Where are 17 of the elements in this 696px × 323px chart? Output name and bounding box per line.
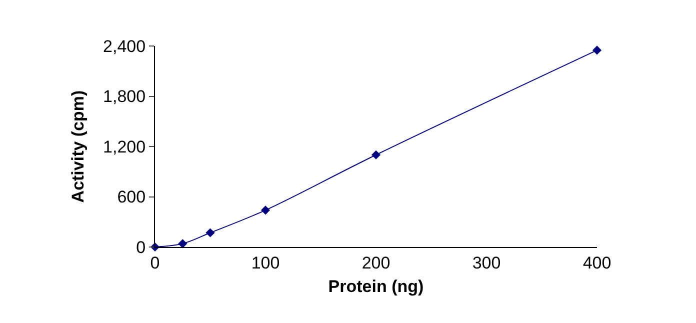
point [260, 206, 270, 215]
point [592, 46, 602, 55]
y-axis-title: Activity (cpm) [68, 90, 88, 203]
y-tick-label: 0 [136, 238, 146, 257]
point [371, 150, 381, 160]
x-tick-label: 400 [582, 253, 612, 272]
x-tick-label: 200 [362, 253, 390, 272]
point [206, 228, 215, 238]
y-tick-label: 2,400 [103, 36, 146, 56]
y-tick-label: 1,800 [103, 87, 146, 106]
y-tick-label: 1,200 [103, 137, 146, 156]
x-tick-label: 0 [150, 253, 160, 272]
x-tick-label: 300 [472, 253, 501, 272]
x-tick-label: 100 [251, 253, 280, 272]
y-tick-label: 600 [117, 188, 146, 207]
point [178, 239, 188, 248]
x-axis-title: Protein (ng) [328, 276, 424, 296]
